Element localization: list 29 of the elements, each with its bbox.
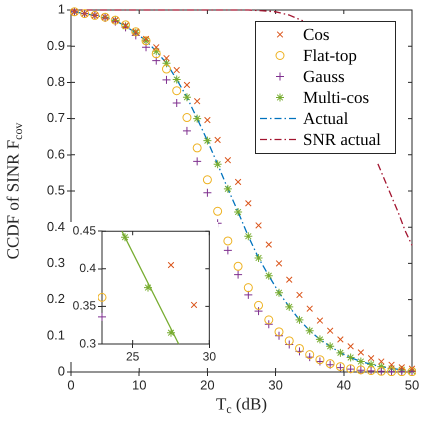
y-tick-label: 0.1 bbox=[46, 327, 65, 342]
y-tick-label: 0.8 bbox=[46, 74, 65, 89]
y-tick-label: 0.4 bbox=[46, 218, 65, 234]
y-axis-title: CCDF of SINR Fcov bbox=[3, 122, 26, 260]
y-tick-label: 0.9 bbox=[46, 38, 65, 53]
legend-label: Actual bbox=[303, 108, 349, 128]
legend-label: Cos bbox=[303, 24, 330, 44]
y-tick-label: 0 bbox=[58, 364, 65, 379]
y-tick-label: 0.5 bbox=[46, 182, 65, 198]
legend-label: SNR actual bbox=[303, 130, 382, 149]
x-tick-label: 40 bbox=[336, 377, 352, 392]
y-tick-label: 0.6 bbox=[46, 146, 65, 162]
legend-label: Flat-top bbox=[303, 46, 357, 65]
y-tick-label: 0.2 bbox=[46, 291, 65, 306]
y-tick-label: 1 bbox=[58, 2, 65, 17]
y-tick-label: 0.3 bbox=[46, 254, 65, 270]
y-tick-label: 0.7 bbox=[46, 110, 65, 126]
x-tick-label: 25 bbox=[126, 350, 140, 364]
y-tick-label: 0.3 bbox=[79, 336, 96, 350]
x-tick-label: 30 bbox=[268, 377, 283, 392]
x-tick-label: 50 bbox=[404, 377, 420, 392]
legend-label: Multi-cos bbox=[303, 88, 370, 107]
legend-label: Gauss bbox=[303, 66, 345, 86]
x-tick-label: 30 bbox=[202, 350, 216, 364]
y-tick-label: 0.4 bbox=[79, 261, 96, 276]
x-tick-label: 10 bbox=[132, 377, 146, 392]
y-tick-label: 0.45 bbox=[72, 224, 96, 238]
y-tick-label: 0.35 bbox=[72, 298, 96, 313]
x-tick-label: 20 bbox=[200, 377, 215, 392]
